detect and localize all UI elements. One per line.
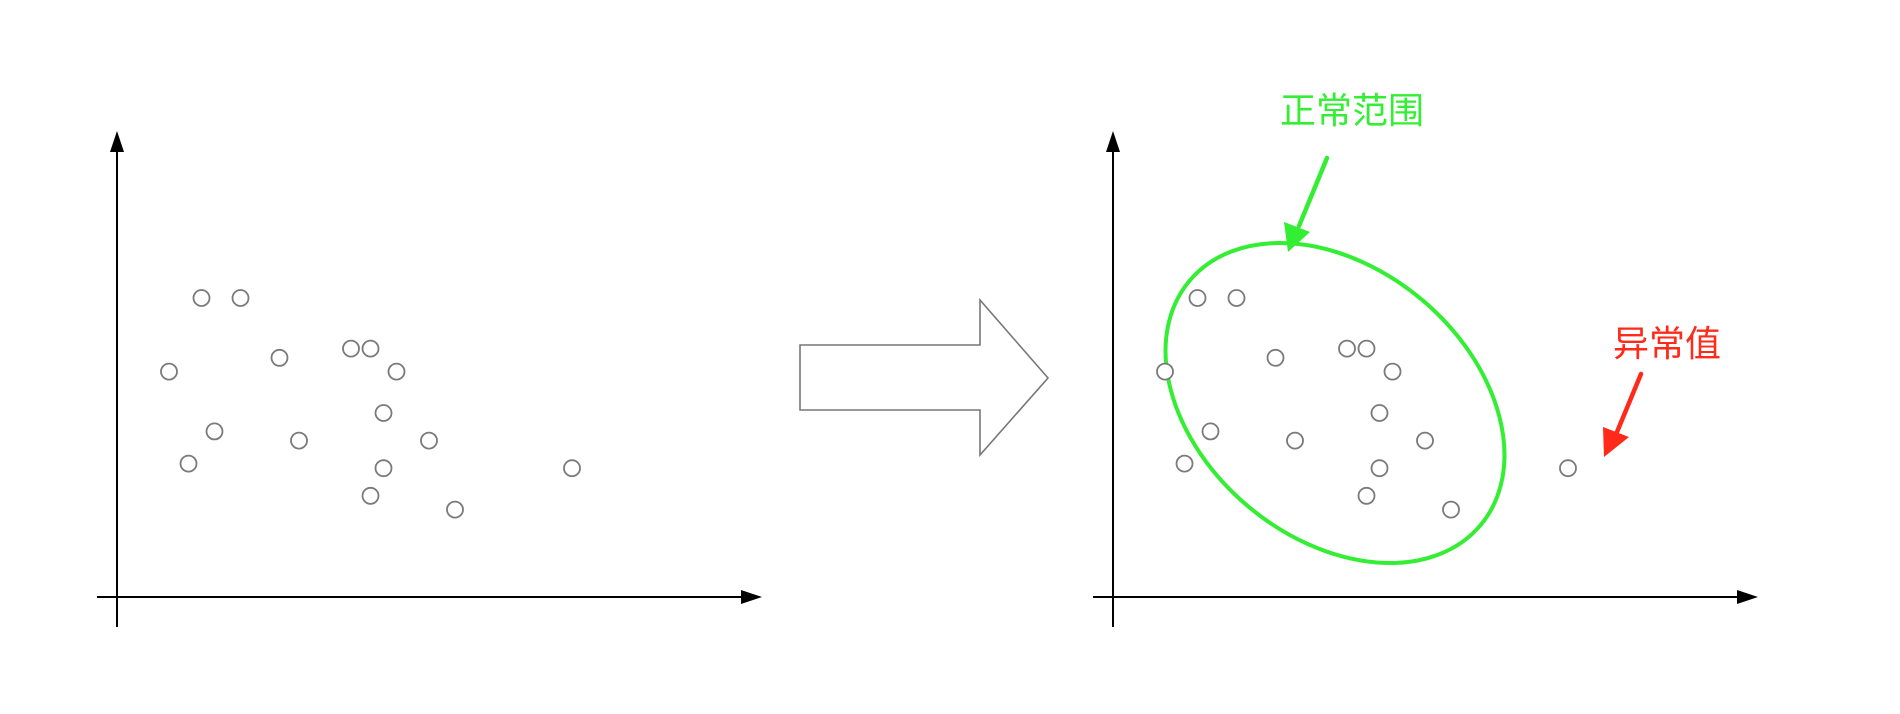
- right-normal-point-6: [1383, 362, 1402, 381]
- right-normal-point-0: [1188, 289, 1207, 307]
- right-normal-point-3: [1156, 362, 1174, 381]
- right-normal-point-5: [1357, 339, 1376, 358]
- right-normal-point-12: [1370, 459, 1389, 478]
- left-points-point-2: [342, 339, 360, 358]
- right-scatter-plot: 正常范围 异常值: [1093, 91, 1758, 627]
- right-anomaly-point-0: [1559, 459, 1577, 478]
- left-points-point-10: [420, 431, 438, 450]
- left-points-point-11: [179, 454, 198, 473]
- normal-range-pointer-arrow: [1284, 155, 1330, 252]
- left-points-point-6: [387, 362, 406, 381]
- left-scatter-plot: [97, 131, 762, 627]
- normal-range-ellipse: [1163, 240, 1507, 566]
- left-points-point-12: [374, 459, 393, 478]
- left-points-point-0: [192, 289, 211, 307]
- right-block-arrow-icon: [799, 297, 1050, 458]
- anomaly-pointer-arrow: [1603, 371, 1644, 457]
- left-y-axis-arrowhead: [110, 131, 124, 152]
- left-points-point-13: [361, 486, 380, 505]
- right-normal-point-13: [1357, 486, 1376, 505]
- right-normal-point-11: [1175, 454, 1194, 473]
- right-y-axis-arrowhead: [1106, 131, 1120, 152]
- left-points-point-9: [290, 431, 308, 450]
- right-normal-point-8: [1201, 422, 1220, 441]
- left-x-axis-arrowhead: [741, 590, 762, 604]
- right-normal-point-10: [1416, 431, 1434, 450]
- right-normal-point-1: [1227, 289, 1246, 307]
- left-points-point-14: [446, 500, 464, 519]
- left-data-points: [160, 289, 581, 519]
- right-x-axis-arrowhead: [1737, 590, 1758, 604]
- left-points-point-15: [563, 459, 581, 478]
- right-data-points: [1156, 289, 1577, 519]
- left-points-point-5: [361, 339, 380, 358]
- left-points-point-3: [160, 362, 178, 381]
- normal-range-label: 正常范围: [1280, 91, 1424, 132]
- right-normal-point-7: [1370, 404, 1389, 422]
- transform-arrow: [799, 297, 1050, 458]
- right-normal-point-14: [1442, 500, 1460, 519]
- right-normal-point-9: [1286, 431, 1304, 450]
- left-points-point-8: [205, 422, 224, 441]
- left-points-point-1: [231, 289, 250, 307]
- left-points-point-4: [270, 348, 289, 367]
- left-points-point-7: [374, 404, 393, 422]
- right-normal-point-4: [1266, 348, 1285, 367]
- right-normal-point-2: [1338, 339, 1356, 358]
- anomaly-label: 异常值: [1613, 324, 1721, 365]
